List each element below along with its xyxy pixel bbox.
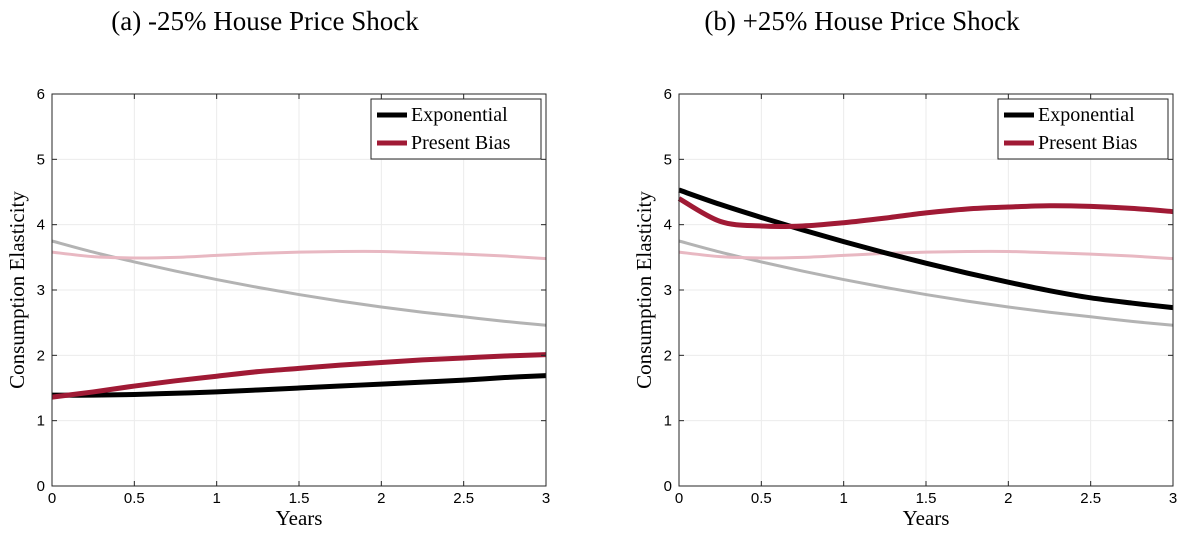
baseline-series-line [678,239,1174,327]
chart-panel-b: (b) +25% House Price Shock 0 0.5 1 1.5 2 2.5 3… [627,0,1179,533]
exponential-series-line [51,373,547,398]
x-tick-label: 1.5 [916,490,937,507]
baseline-series-line [51,239,547,327]
chart-title: (b) +25% House Price Shock [704,6,1020,36]
x-tick-label: 1 [212,490,220,507]
x-tick-label: 3 [542,490,550,507]
y-tick-label: 4 [37,217,45,234]
legend-exponential-label: Exponential [1038,104,1135,126]
y-tick-label: 0 [664,478,672,495]
legend-exponential-label: Exponential [411,104,508,126]
y-tick-label: 3 [37,282,45,299]
chart-svg: 0 0.5 1 1.5 2 2.5 3 0 1 2 3 4 5 6 Years Consumption Ela… [632,86,1177,530]
x-tick-label: 1.5 [289,490,310,507]
y-tick-label: 1 [664,413,672,430]
x-tick-label: 0 [48,490,56,507]
y-tick-label: 3 [664,282,672,299]
y-tick-label: 4 [664,217,672,234]
x-tick-label: 2.5 [1080,490,1101,507]
y-axis-label: Consumption Elasticity [632,191,656,389]
x-tick-label: 0 [675,490,683,507]
y-tick-label: 1 [37,413,45,430]
present-bias-series-line [51,352,547,400]
y-tick-label: 5 [664,151,672,168]
x-tick-label: 2.5 [453,490,474,507]
exponential-series-line [678,187,1174,311]
present-bias-series-line [677,196,1174,229]
x-tick-label: 2 [377,490,385,507]
x-tick-label: 2 [1004,490,1012,507]
chart-panel-a: (a) -25% House Price Shock 0 0.5 1 1.5 2 2.5 3… [5,6,550,530]
y-tick-label: 0 [37,478,45,495]
y-tick-label: 6 [37,86,45,103]
legend-box [997,98,1169,160]
x-axis-label: Years [903,506,950,530]
legend-present-bias-label: Present Bias [411,132,511,154]
legend-present-bias-label: Present Bias [1038,132,1138,154]
x-tick-label: 3 [1169,490,1177,507]
y-axis-label: Consumption Elasticity [5,191,29,389]
baseline-series-line [678,249,1174,261]
chart-title: (a) -25% House Price Shock [111,6,419,36]
legend-box [370,98,542,160]
y-tick-label: 2 [664,347,672,364]
x-tick-label: 0.5 [124,490,145,507]
y-tick-label: 6 [664,86,672,103]
x-tick-label: 1 [839,490,847,507]
x-tick-label: 0.5 [751,490,772,507]
y-tick-label: 2 [37,347,45,364]
x-axis-label: Years [276,506,323,530]
y-tick-label: 5 [37,151,45,168]
chart-svg: 0 0.5 1 1.5 2 2.5 3 0 1 2 3 4 5 6 Years Consumption Ela… [5,86,550,530]
baseline-series-line [51,249,547,261]
